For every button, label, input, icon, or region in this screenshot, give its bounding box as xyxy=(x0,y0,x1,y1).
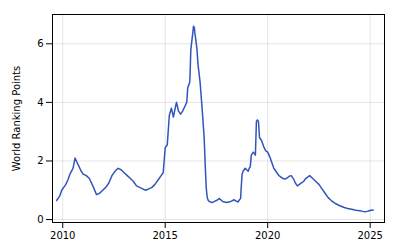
svg-text:2020: 2020 xyxy=(255,230,280,241)
svg-text:2015: 2015 xyxy=(152,230,177,241)
svg-text:2025: 2025 xyxy=(357,230,382,241)
svg-text:2: 2 xyxy=(37,155,43,166)
svg-text:6: 6 xyxy=(37,38,43,49)
svg-text:0: 0 xyxy=(37,214,43,225)
svg-text:2010: 2010 xyxy=(50,230,75,241)
svg-text:4: 4 xyxy=(37,97,43,108)
svg-text:World Ranking Points: World Ranking Points xyxy=(11,66,22,172)
